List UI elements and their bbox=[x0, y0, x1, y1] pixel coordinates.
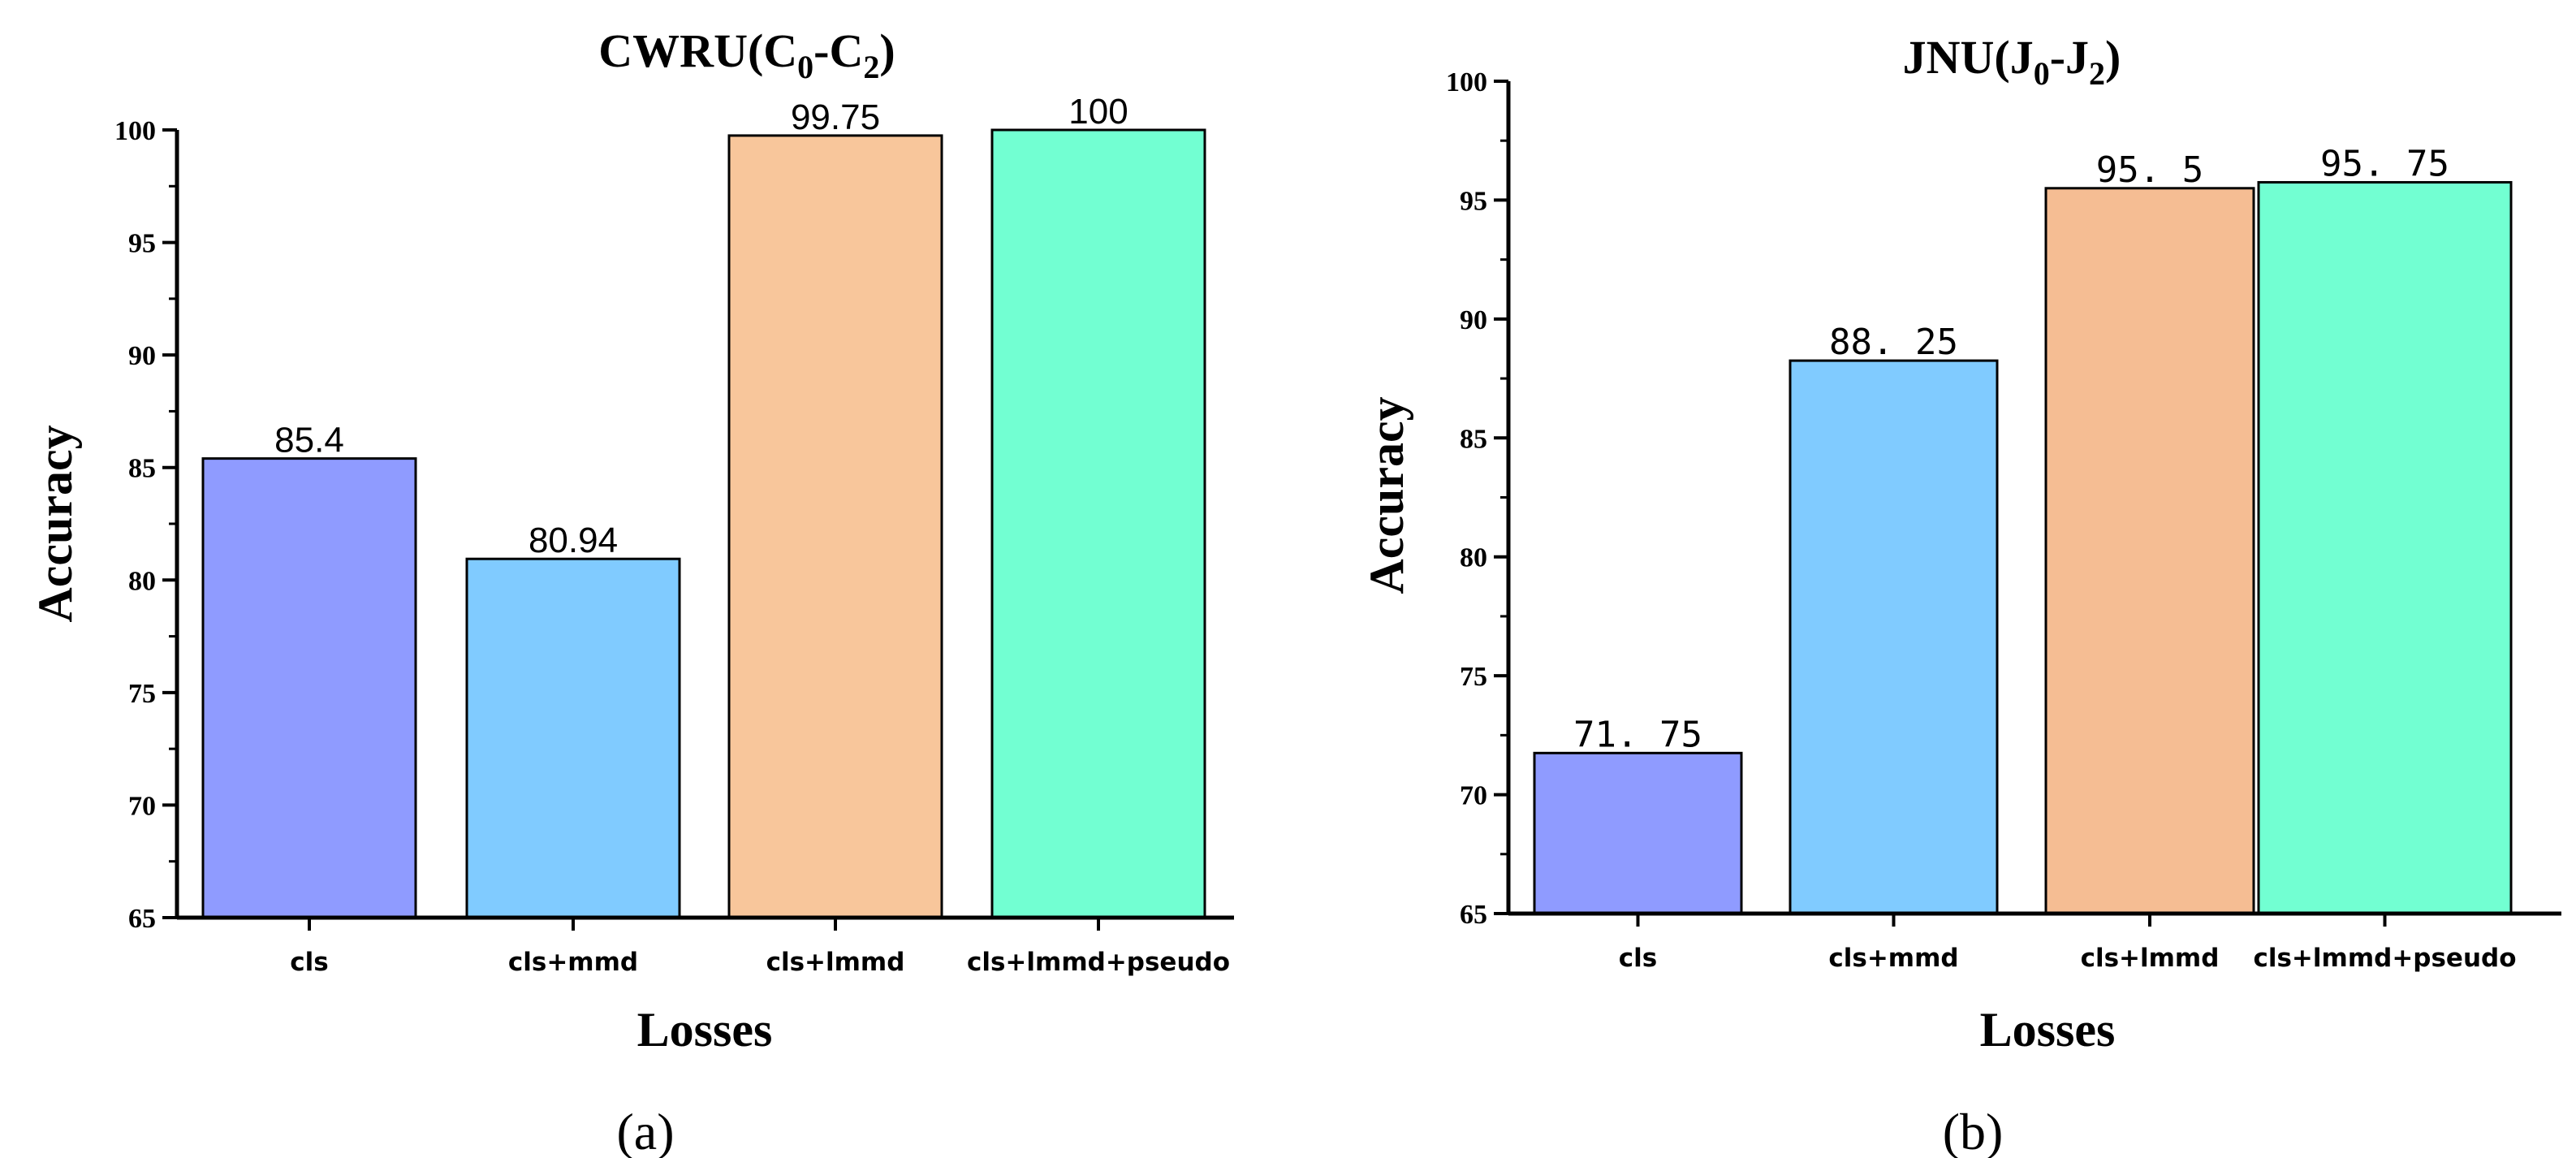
y-tick-label: 100 bbox=[114, 116, 156, 146]
data-label: 95. 5 bbox=[2096, 149, 2203, 191]
x-tick-label: cls bbox=[290, 948, 328, 977]
bar-cls bbox=[201, 457, 417, 919]
data-label: 85.4 bbox=[274, 421, 344, 460]
y-tick-label: 90 bbox=[1460, 305, 1487, 335]
y-tick-label: 80 bbox=[1460, 543, 1487, 573]
bar-cls bbox=[1533, 751, 1743, 915]
chart-title: JNU(J0-J2) bbox=[1903, 31, 2121, 92]
bar-cls-lmmd-pseudo bbox=[2257, 180, 2513, 915]
chart-panel-a: CWRU(C0-C2) 85.4 80.94 99.75 100 65 70 75 80 85… bbox=[28, 24, 1234, 1158]
y-axis-label: Accuracy bbox=[1360, 396, 1413, 594]
y-ticks: 65 70 75 80 85 90 95 100 bbox=[114, 116, 177, 934]
y-tick-label: 90 bbox=[128, 341, 156, 371]
bar-cls-lmmd bbox=[2044, 187, 2255, 915]
data-label: 80.94 bbox=[529, 521, 618, 560]
chart-panel-b: JNU(J0-J2) 71. 75 88. 25 95. 5 95. 75 65 70 7… bbox=[1360, 31, 2561, 1158]
y-tick-label: 65 bbox=[1460, 900, 1487, 930]
bar-cls-lmmd-pseudo bbox=[990, 128, 1206, 919]
x-tick-label: cls+lmmd bbox=[766, 948, 905, 977]
x-axis-label: Losses bbox=[1980, 1003, 2116, 1056]
bar-series bbox=[1533, 180, 2513, 915]
value-labels: 71. 75 88. 25 95. 5 95. 75 bbox=[1573, 143, 2449, 755]
x-tick-label: cls+mmd bbox=[508, 948, 638, 977]
y-tick-label: 85 bbox=[128, 454, 156, 484]
y-ticks: 65 70 75 80 85 90 95 100 bbox=[1446, 67, 1508, 930]
y-tick-label: 70 bbox=[1460, 781, 1487, 811]
bar-cls-mmd bbox=[1789, 359, 1999, 915]
bar-series bbox=[201, 128, 1206, 919]
data-label: 71. 75 bbox=[1573, 714, 1702, 755]
y-tick-label: 80 bbox=[128, 566, 156, 596]
y-tick-label: 75 bbox=[128, 679, 156, 709]
x-tick-label: cls+lmmd+pseudo bbox=[967, 948, 1230, 977]
y-tick-label: 70 bbox=[128, 791, 156, 821]
x-tick-label: cls+lmmd bbox=[2081, 944, 2220, 973]
y-tick-label: 85 bbox=[1460, 424, 1487, 454]
chart-title: CWRU(C0-C2) bbox=[598, 24, 895, 85]
x-tick-label: cls bbox=[1619, 944, 1657, 973]
y-tick-label: 95 bbox=[1460, 186, 1487, 216]
panel-caption: (a) bbox=[616, 1103, 674, 1158]
x-tick-labels: cls cls+mmd cls+lmmd cls+lmmd+pseudo bbox=[1619, 914, 2517, 973]
y-axis-label: Accuracy bbox=[28, 425, 82, 622]
data-label: 88. 25 bbox=[1829, 322, 1958, 363]
y-tick-label: 65 bbox=[128, 904, 156, 934]
data-label: 95. 75 bbox=[2320, 143, 2449, 184]
x-tick-label: cls+mmd bbox=[1828, 944, 1958, 973]
x-tick-label: cls+lmmd+pseudo bbox=[2253, 944, 2516, 973]
y-tick-label: 100 bbox=[1446, 67, 1487, 97]
value-labels: 85.4 80.94 99.75 100 bbox=[274, 92, 1128, 560]
data-label: 99.75 bbox=[791, 97, 880, 137]
bar-cls-mmd bbox=[465, 557, 681, 919]
bar-cls-lmmd bbox=[727, 134, 943, 919]
x-tick-labels: cls cls+mmd cls+lmmd cls+lmmd+pseudo bbox=[290, 918, 1230, 977]
data-label: 100 bbox=[1068, 92, 1128, 132]
y-tick-label: 95 bbox=[128, 229, 156, 259]
y-tick-label: 75 bbox=[1460, 662, 1487, 692]
x-axis-label: Losses bbox=[637, 1003, 773, 1056]
panel-caption: (b) bbox=[1943, 1103, 2004, 1158]
